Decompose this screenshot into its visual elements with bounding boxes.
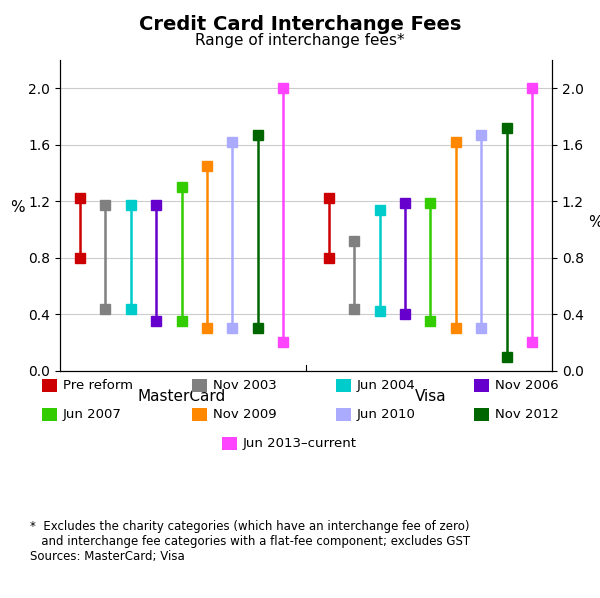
Text: Jun 2013–current: Jun 2013–current [243, 437, 357, 450]
Text: *  Excludes the charity categories (which have an interchange fee of zero)
   an: * Excludes the charity categories (which… [30, 520, 470, 563]
Y-axis label: %: % [10, 200, 25, 215]
Text: Nov 2006: Nov 2006 [495, 379, 559, 392]
Text: Jun 2010: Jun 2010 [357, 408, 416, 421]
Text: Nov 2003: Nov 2003 [213, 379, 277, 392]
Text: Visa: Visa [415, 389, 446, 404]
Text: Jun 2007: Jun 2007 [63, 408, 122, 421]
Text: Jun 2004: Jun 2004 [357, 379, 416, 392]
Text: Nov 2012: Nov 2012 [495, 408, 559, 421]
Text: Pre reform: Pre reform [63, 379, 133, 392]
Text: Nov 2009: Nov 2009 [213, 408, 277, 421]
Text: Range of interchange fees*: Range of interchange fees* [195, 33, 405, 48]
Text: Credit Card Interchange Fees: Credit Card Interchange Fees [139, 15, 461, 34]
Y-axis label: %: % [587, 215, 600, 230]
Text: MasterCard: MasterCard [137, 389, 226, 404]
